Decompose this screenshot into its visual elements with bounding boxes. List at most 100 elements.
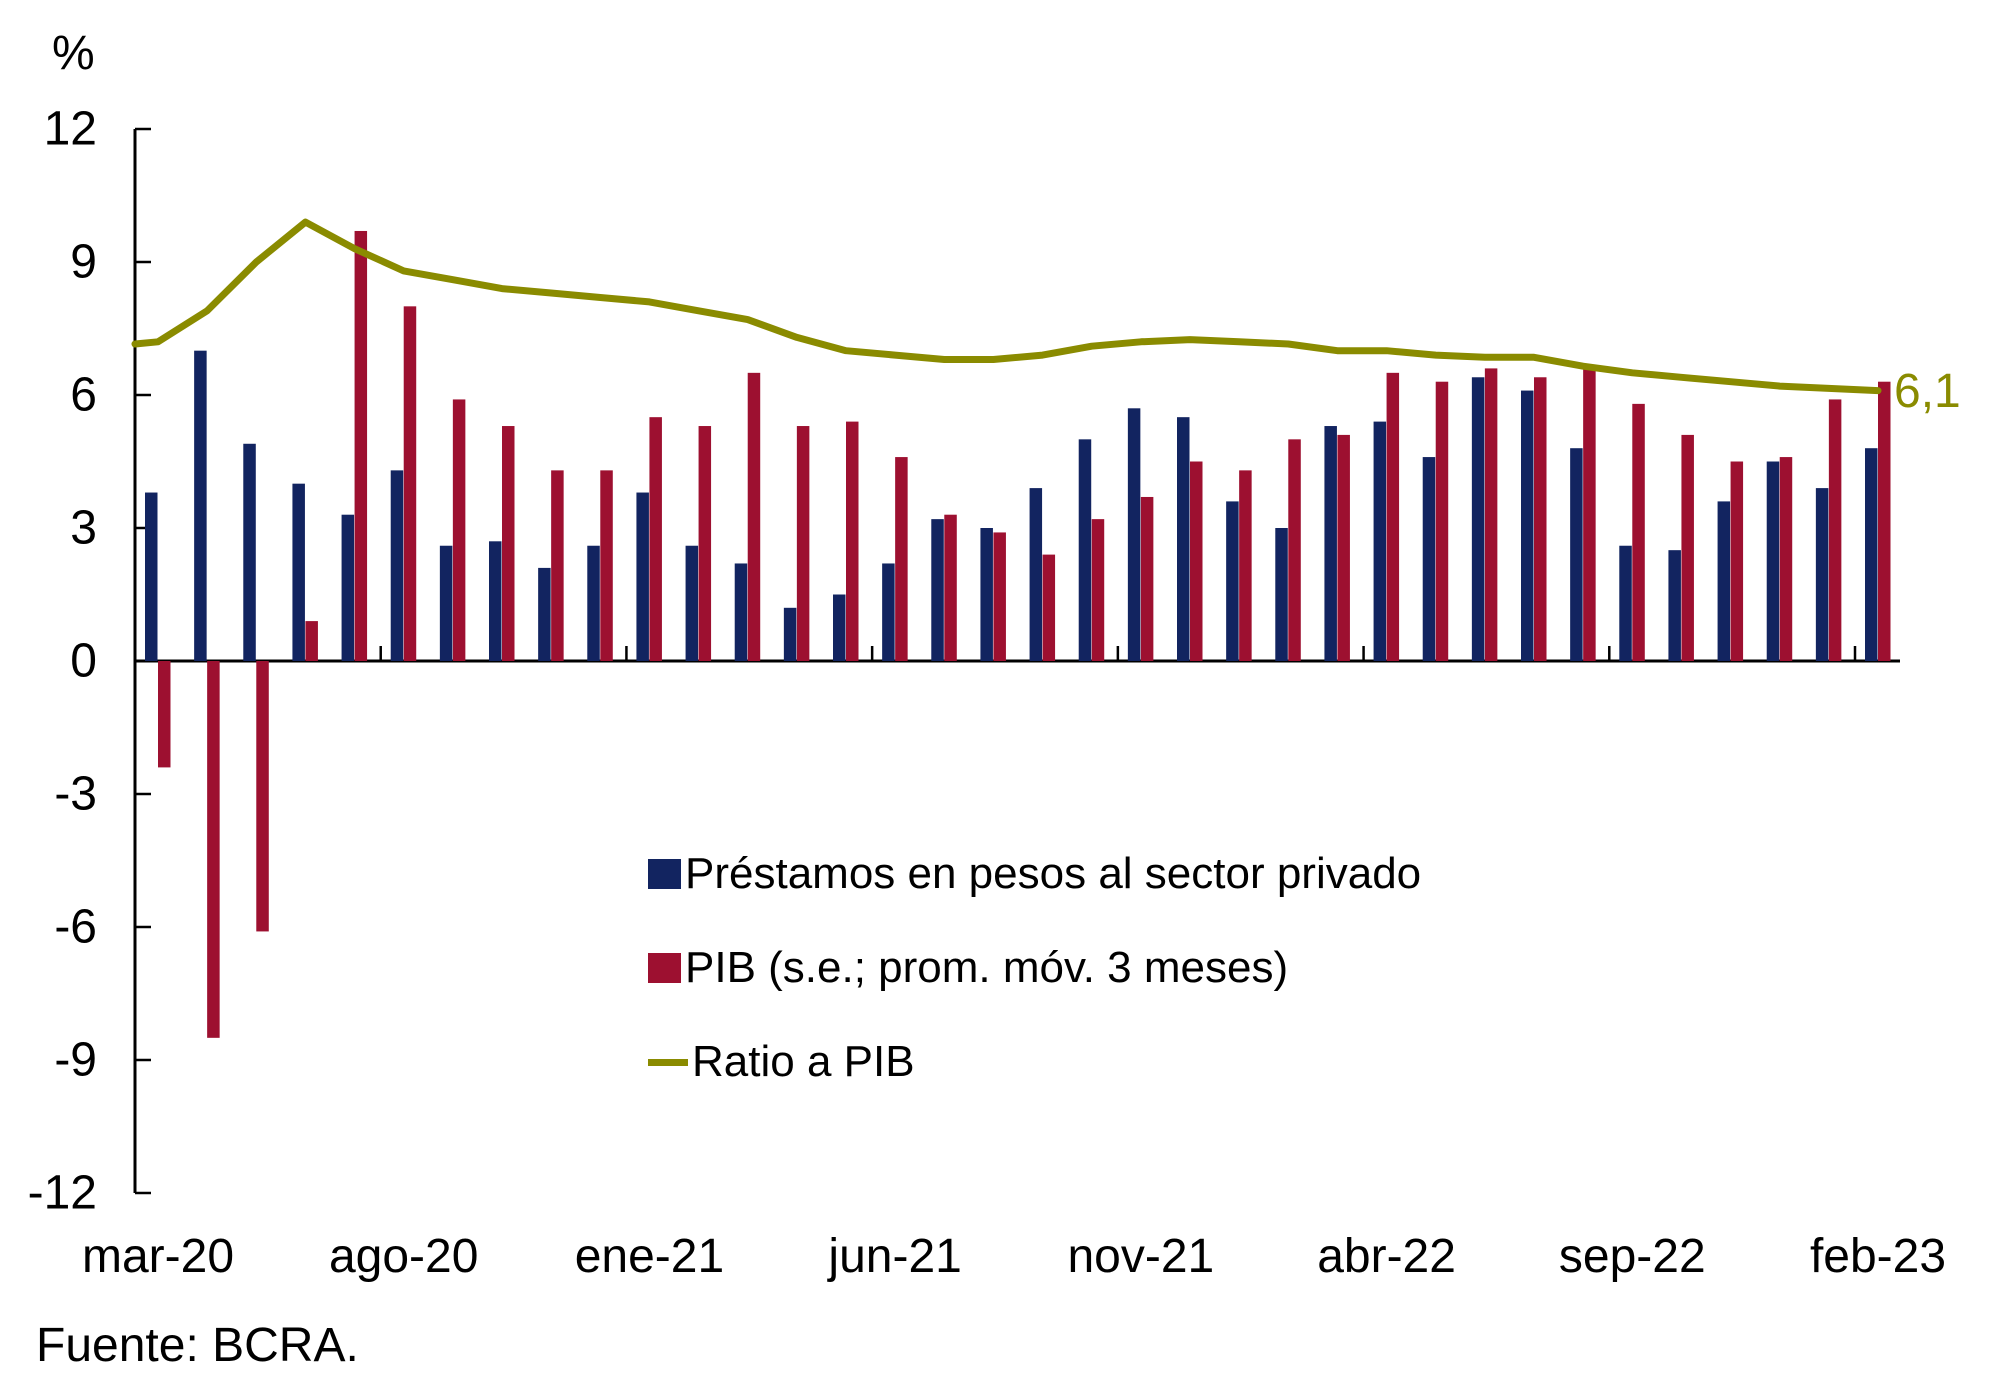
y-axis-unit-label: % [52,27,95,80]
legend-item-ratio: Ratio a PIB [648,1037,1421,1086]
bar-pib-jul-20 [354,230,368,661]
bar-prestamos-jul-22 [1521,390,1534,661]
bar-pib-may-22 [1435,381,1449,661]
legend-label-prestamos: Préstamos en pesos al sector privado [685,849,1422,898]
bar-pib-sep-22 [1632,403,1645,661]
bar-prestamos-may-20 [243,443,256,661]
bar-prestamos-abr-20 [194,350,207,661]
y-tick-label-9: 9 [70,236,97,289]
ratio-line [131,218,1882,395]
bar-pib-ago-21 [993,532,1006,661]
x-tick-label-ago-20: ago-20 [329,1230,478,1283]
y-tick-label--6: -6 [54,900,97,953]
bar-pib-abr-21 [796,426,810,661]
y-tick-label-6: 6 [70,369,97,422]
bar-prestamos-ago-21 [980,528,993,661]
bar-pib-jun-22 [1484,368,1498,661]
bar-pib-nov-20 [551,470,564,661]
bar-prestamos-nov-22 [1717,501,1731,661]
bar-prestamos-jul-20 [341,514,355,661]
y-tick-label--9: -9 [54,1033,97,1086]
bar-prestamos-oct-21 [1078,439,1092,661]
legend-label-ratio: Ratio a PIB [692,1037,915,1086]
bar-prestamos-ago-22 [1570,448,1583,661]
bar-pib-ago-20 [403,306,417,661]
legend: Préstamos en pesos al sector privado PIB… [648,849,1422,1133]
bar-pib-sep-21 [1042,554,1056,661]
y-tick-label-3: 3 [70,502,97,555]
bar-pib-sep-20 [452,399,466,661]
bar-prestamos-feb-21 [685,545,699,661]
y-tick-label--12: -12 [28,1166,97,1219]
bar-pib-feb-21 [698,426,712,661]
bar-prestamos-mar-21 [734,563,748,661]
ratio-line-end-value-label: 6,1 [1894,365,1961,418]
prestamos-swatch-icon [648,859,681,889]
bar-prestamos-oct-20 [489,541,502,661]
bar-pib-feb-23 [1878,381,1891,661]
bar-pib-jul-21 [944,514,957,661]
bar-prestamos-abr-21 [783,607,797,661]
legend-label-pib: PIB (s.e.; prom. móv. 3 meses) [685,943,1289,992]
bar-pib-dic-20 [600,470,613,661]
legend-item-prestamos: Préstamos en pesos al sector privado [648,849,1422,898]
bar-prestamos-dic-21 [1177,417,1190,661]
bar-pib-dic-22 [1779,457,1793,661]
bar-prestamos-feb-23 [1865,448,1878,661]
bar-pib-abr-22 [1386,372,1400,661]
bar-prestamos-oct-22 [1668,550,1681,661]
x-tick-label-sep-22: sep-22 [1559,1230,1706,1283]
bar-pib-ene-21 [649,417,662,661]
y-tick-label-0: 0 [70,635,97,688]
bar-prestamos-feb-22 [1275,528,1288,661]
bar-pib-ene-23 [1828,399,1842,661]
bar-pib-mar-22 [1337,434,1350,661]
bar-prestamos-ene-23 [1815,488,1829,661]
bar-prestamos-jun-21 [882,563,895,661]
bar-pib-may-20 [256,661,269,932]
bar-pib-oct-22 [1681,434,1694,661]
bar-prestamos-mar-20 [145,492,158,661]
x-tick-label-nov-21: nov-21 [1067,1230,1214,1283]
bar-prestamos-sep-21 [1029,488,1043,661]
bar-pib-oct-21 [1091,519,1105,661]
bar-prestamos-ene-21 [636,492,649,661]
bar-prestamos-dic-22 [1766,461,1780,661]
pib-swatch-icon [648,953,681,983]
y-tick-label--3: -3 [54,767,97,820]
source-note: Fuente: BCRA. [36,1319,359,1372]
bar-pib-may-21 [846,421,859,661]
bar-pib-abr-20 [207,661,220,1038]
bar-prestamos-ago-20 [390,470,404,661]
x-tick-label-feb-23: feb-23 [1810,1230,1946,1283]
bar-prestamos-sep-22 [1619,545,1632,661]
bar-pib-mar-20 [158,661,171,768]
bar-prestamos-abr-22 [1373,421,1387,661]
legend-item-pib: PIB (s.e.; prom. móv. 3 meses) [648,943,1421,992]
y-tick-label-12: 12 [44,103,97,156]
x-tick-label-jun-21: jun-21 [826,1230,961,1283]
bar-prestamos-sep-20 [439,545,453,661]
bar-prestamos-may-21 [833,594,846,661]
bar-prestamos-jun-22 [1471,377,1485,661]
bar-pib-nov-22 [1730,461,1744,661]
bar-pib-mar-21 [747,372,761,661]
bar-pib-feb-22 [1288,439,1301,661]
bar-prestamos-jul-21 [931,519,944,661]
bar-pib-jul-22 [1534,377,1547,661]
bar-prestamos-jun-20 [292,483,305,661]
bar-pib-nov-21 [1140,496,1154,661]
bar-pib-ene-22 [1239,470,1252,661]
bar-prestamos-mar-22 [1324,426,1337,661]
bar-pib-ago-22 [1583,368,1596,661]
bar-prestamos-nov-21 [1127,408,1141,661]
bar-pib-jun-21 [895,457,908,661]
x-tick-label-mar-20: mar-20 [82,1230,234,1283]
bar-pib-jun-20 [305,621,318,661]
bar-pib-dic-21 [1190,461,1203,661]
bar-prestamos-ene-22 [1226,501,1239,661]
bar-prestamos-dic-20 [587,545,600,661]
bar-pib-oct-20 [502,426,515,661]
